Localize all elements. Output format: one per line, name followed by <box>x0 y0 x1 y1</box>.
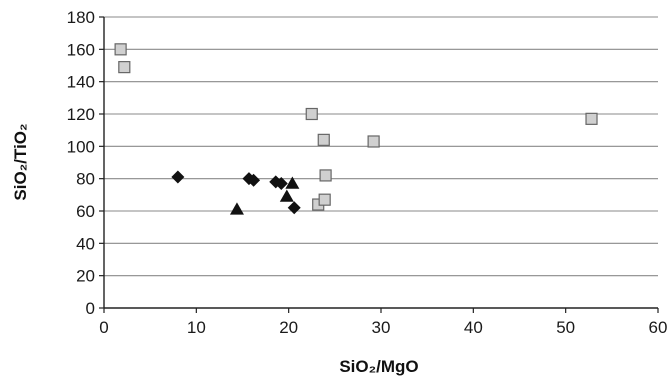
data-point-square-7 <box>318 193 331 206</box>
x-tick-labels: 0 10 20 30 40 50 60 <box>99 318 667 337</box>
data-point-square-3 <box>317 133 330 146</box>
data-point-square-5 <box>319 169 332 182</box>
y-tick-label-140: 140 <box>67 73 95 92</box>
x-tick-label-50: 50 <box>556 318 575 337</box>
y-tick-label-0: 0 <box>86 299 95 318</box>
y-tick-label-20: 20 <box>76 267 95 286</box>
data-point-diamond-4 <box>274 177 288 191</box>
x-tick-label-20: 20 <box>279 318 298 337</box>
data-point-square-2 <box>305 107 318 121</box>
data-point-triangle-0 <box>229 202 244 215</box>
data-points <box>114 43 598 215</box>
x-axis-label: SiO₂/MgO <box>339 357 418 376</box>
data-point-square-1 <box>118 61 131 74</box>
data-point-triangle-2 <box>285 176 300 189</box>
x-tick-label-30: 30 <box>372 318 391 337</box>
x-tick-label-10: 10 <box>187 318 206 337</box>
data-point-square-4 <box>367 135 380 148</box>
y-axis-label: SiO₂/TiO₂ <box>11 123 30 200</box>
data-point-square-0 <box>114 43 127 56</box>
x-tick-label-40: 40 <box>464 318 483 337</box>
gridlines <box>104 16 658 277</box>
data-point-diamond-2 <box>247 173 261 187</box>
y-tick-label-180: 180 <box>67 8 95 27</box>
y-tick-label-120: 120 <box>67 105 95 124</box>
axes <box>99 16 659 313</box>
y-tick-label-60: 60 <box>76 202 95 221</box>
data-point-diamond-5 <box>287 201 301 215</box>
y-tick-label-160: 160 <box>67 40 95 59</box>
y-tick-label-40: 40 <box>76 234 95 253</box>
data-point-diamond-0 <box>171 170 185 184</box>
x-tick-label-0: 0 <box>99 318 108 337</box>
y-tick-label-80: 80 <box>76 170 95 189</box>
y-tick-labels: 0 20 40 60 80 100 120 140 160 180 <box>67 8 95 318</box>
data-point-triangle-1 <box>279 189 294 202</box>
data-point-square-8 <box>585 112 598 125</box>
y-tick-label-100: 100 <box>67 137 95 156</box>
x-tick-label-60: 60 <box>649 318 668 337</box>
